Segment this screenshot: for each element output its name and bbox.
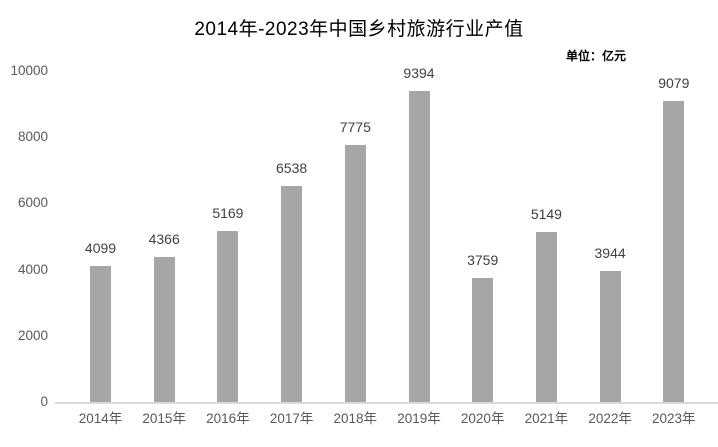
bar-2018年 [344,144,366,402]
x-axis-tick-label: 2022年 [588,411,632,426]
bar-value-label: 3944 [594,245,626,262]
bar-2017年 [281,185,303,402]
x-axis-tick-label: 2014年 [78,411,123,426]
chart-title: 2014年-2023年中国乡村旅游行业产值 [194,19,524,40]
bar-2016年 [217,230,239,402]
x-axis-tick-label: 2018年 [333,411,378,426]
bar-value-label: 7775 [339,118,371,135]
x-axis-tick-label: 2016年 [206,411,250,426]
bar-value-label: 5149 [530,205,562,222]
bar-2015年 [153,257,175,402]
bar-2019年 [408,91,430,402]
x-axis-tick-label: 2021年 [524,411,569,426]
bar-2022年 [599,271,621,402]
y-axis-tick-label: 2000 [17,327,48,343]
y-axis-tick-label: 4000 [17,261,48,277]
bar-value-label: 4366 [148,231,180,248]
y-axis-tick-label: 10000 [10,63,48,78]
bar-2020年 [472,277,494,402]
bar-2014年 [90,266,111,402]
y-axis-tick-label: 8000 [17,129,48,145]
y-axis-tick-label: 0 [40,394,48,409]
bar-value-label: 6538 [276,159,308,176]
x-axis-tick-label: 2015年 [142,411,186,426]
bar-value-label: 5169 [212,204,244,221]
x-axis-tick-label: 2023年 [652,411,696,426]
x-axis-tick-label: 2017年 [269,411,314,426]
x-axis-line [55,402,718,404]
bar-value-label: 9394 [403,65,435,82]
unit-label: 单位：亿元 [566,49,627,63]
bar-2021年 [535,231,557,402]
bar-2023年 [663,101,685,402]
x-axis-tick-label: 2019年 [397,411,441,426]
bar-value-label: 9079 [658,75,690,92]
bar-value-label: 3759 [467,251,499,268]
bar-value-label: 4099 [84,240,117,257]
x-axis-tick-label: 2020年 [460,411,505,426]
y-axis-tick-label: 6000 [17,195,48,211]
